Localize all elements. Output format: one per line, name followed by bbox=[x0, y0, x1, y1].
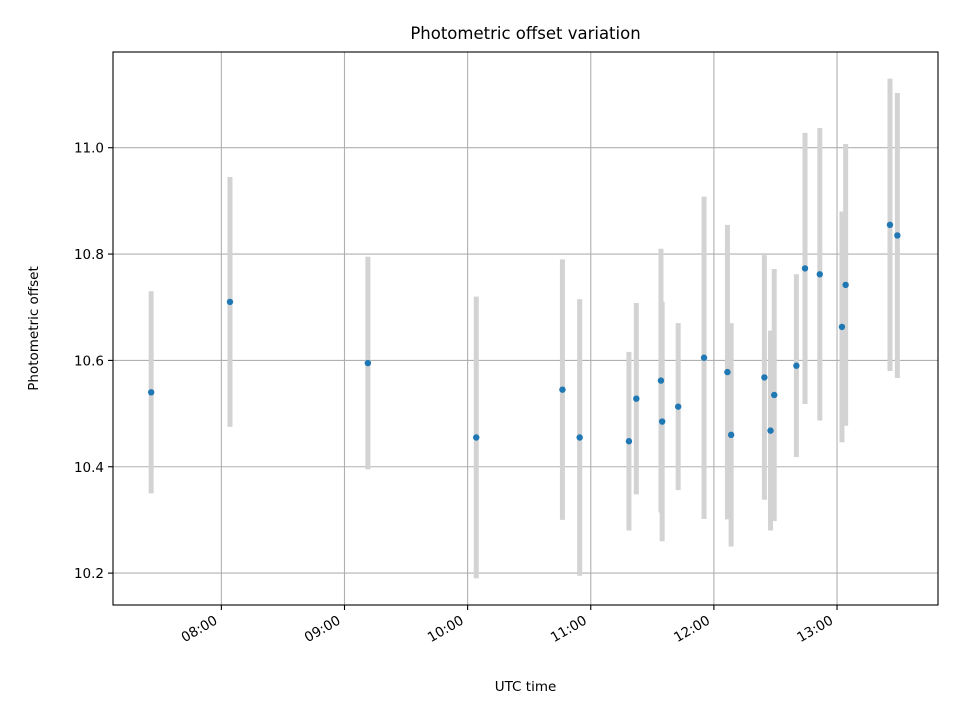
data-point bbox=[894, 232, 901, 239]
data-point bbox=[559, 386, 566, 393]
data-point bbox=[674, 403, 682, 410]
data-point bbox=[364, 359, 372, 367]
x-axis-label: UTC time bbox=[495, 679, 557, 695]
data-point bbox=[633, 395, 640, 402]
plot-frame bbox=[112, 51, 939, 606]
chart-title: Photometric offset variation bbox=[410, 24, 640, 43]
data-point bbox=[657, 377, 665, 384]
data-point bbox=[771, 391, 778, 399]
y-axis-ticks: 10.2 10.4 10.6 10.8 11.0 bbox=[74, 141, 113, 582]
data-points bbox=[147, 221, 901, 445]
data-point bbox=[226, 298, 234, 306]
y-tick-label: 10.6 bbox=[74, 353, 104, 369]
y-tick-label: 11.0 bbox=[74, 141, 104, 157]
data-point bbox=[473, 434, 480, 441]
data-point bbox=[724, 368, 731, 376]
data-point bbox=[147, 389, 155, 396]
data-point bbox=[838, 323, 846, 331]
data-point bbox=[727, 431, 735, 439]
data-point bbox=[842, 281, 849, 289]
data-point bbox=[767, 427, 774, 434]
y-tick-label: 10.8 bbox=[74, 247, 104, 263]
y-tick-label: 10.2 bbox=[74, 566, 104, 582]
data-point bbox=[576, 434, 583, 441]
grid-lines bbox=[113, 52, 938, 605]
data-point bbox=[625, 438, 633, 445]
data-point bbox=[700, 354, 708, 361]
y-axis-label: Photometric offset bbox=[26, 266, 42, 390]
data-point bbox=[793, 362, 800, 369]
data-point bbox=[816, 271, 823, 278]
data-point bbox=[658, 418, 666, 425]
data-point bbox=[801, 265, 809, 272]
y-tick-label: 10.4 bbox=[74, 460, 104, 476]
data-point bbox=[761, 374, 768, 381]
data-point bbox=[886, 221, 894, 229]
